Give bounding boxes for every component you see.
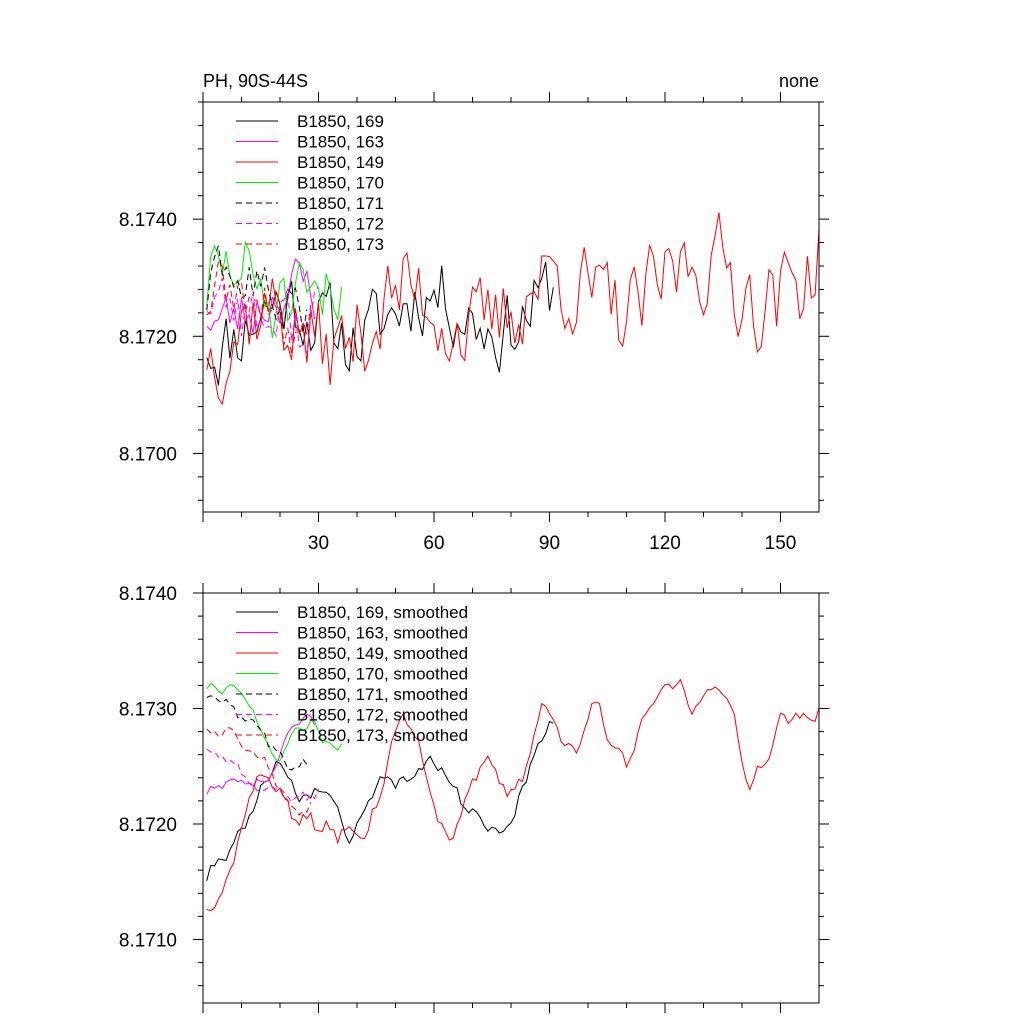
series-line-bottom-0: [206, 720, 554, 881]
series-line-top-3: [206, 240, 343, 339]
bottom-panel-ticks: 8.1710 8.1720 8.1730 8.1740: [119, 583, 829, 1013]
legend-label: B1850, 169, smoothed: [297, 603, 468, 622]
legend-label: B1850, 149, smoothed: [297, 644, 468, 663]
legend-label: B1850, 172: [297, 215, 384, 234]
x-tick-label: 30: [308, 533, 329, 554]
top-panel-title-right: none: [779, 71, 819, 91]
series-line-bottom-1: [206, 713, 316, 795]
y-tick-label: 8.1720: [119, 327, 177, 348]
legend-label: B1850, 163, smoothed: [297, 624, 468, 643]
legend-label: B1850, 149: [297, 153, 384, 172]
bottom-panel: 8.1710 8.1720 8.1730 8.1740 B1850, 169, smo…: [119, 583, 829, 1013]
y-tick-label: 8.1730: [119, 699, 177, 720]
legend-label: B1850, 171, smoothed: [297, 685, 468, 704]
bottom-panel-legend: B1850, 169, smoothed B1850, 163, smoothed…: [236, 603, 468, 745]
y-tick-label: 8.1710: [119, 930, 177, 951]
series-line-bottom-3: [206, 682, 343, 762]
x-tick-label: 90: [539, 533, 560, 554]
series-line-bottom-4: [206, 695, 308, 771]
series-line-top-5: [206, 277, 319, 355]
y-tick-label: 8.1740: [119, 584, 177, 605]
legend-label: B1850, 171: [297, 194, 384, 213]
series-line-bottom-2: [206, 678, 819, 912]
x-tick-label: 150: [765, 533, 797, 554]
legend-label: B1850, 169: [297, 112, 384, 131]
series-line-bottom-6: [206, 727, 312, 816]
legend-label: B1850, 173, smoothed: [297, 726, 468, 745]
top-panel-plot-frame: [202, 101, 820, 513]
legend-label: B1850, 170, smoothed: [297, 665, 468, 684]
legend-label: B1850, 170: [297, 174, 384, 193]
top-panel-ticks: 30 60 90 120 150 8.1700 8.1720 8.1740: [119, 92, 829, 554]
y-tick-label: 8.1740: [119, 210, 177, 231]
top-panel-title-left: PH, 90S-44S: [203, 71, 308, 91]
legend-label: B1850, 163: [297, 133, 384, 152]
y-tick-label: 8.1700: [119, 444, 177, 465]
series-line-top-6: [206, 260, 312, 355]
top-panel: PH, 90S-44S none 30 60 90 120 150 8.1700 8.172…: [119, 71, 829, 554]
x-tick-label: 60: [423, 533, 444, 554]
top-panel-series-group: [206, 212, 819, 406]
series-line-top-4: [206, 245, 308, 334]
legend-label: B1850, 173: [297, 235, 384, 254]
series-line-bottom-5: [206, 748, 319, 803]
legend-label: B1850, 172, smoothed: [297, 706, 468, 725]
y-tick-label: 8.1720: [119, 815, 177, 836]
bottom-panel-series-group: [206, 678, 819, 912]
series-line-top-0: [206, 261, 554, 386]
x-tick-label: 120: [649, 533, 681, 554]
